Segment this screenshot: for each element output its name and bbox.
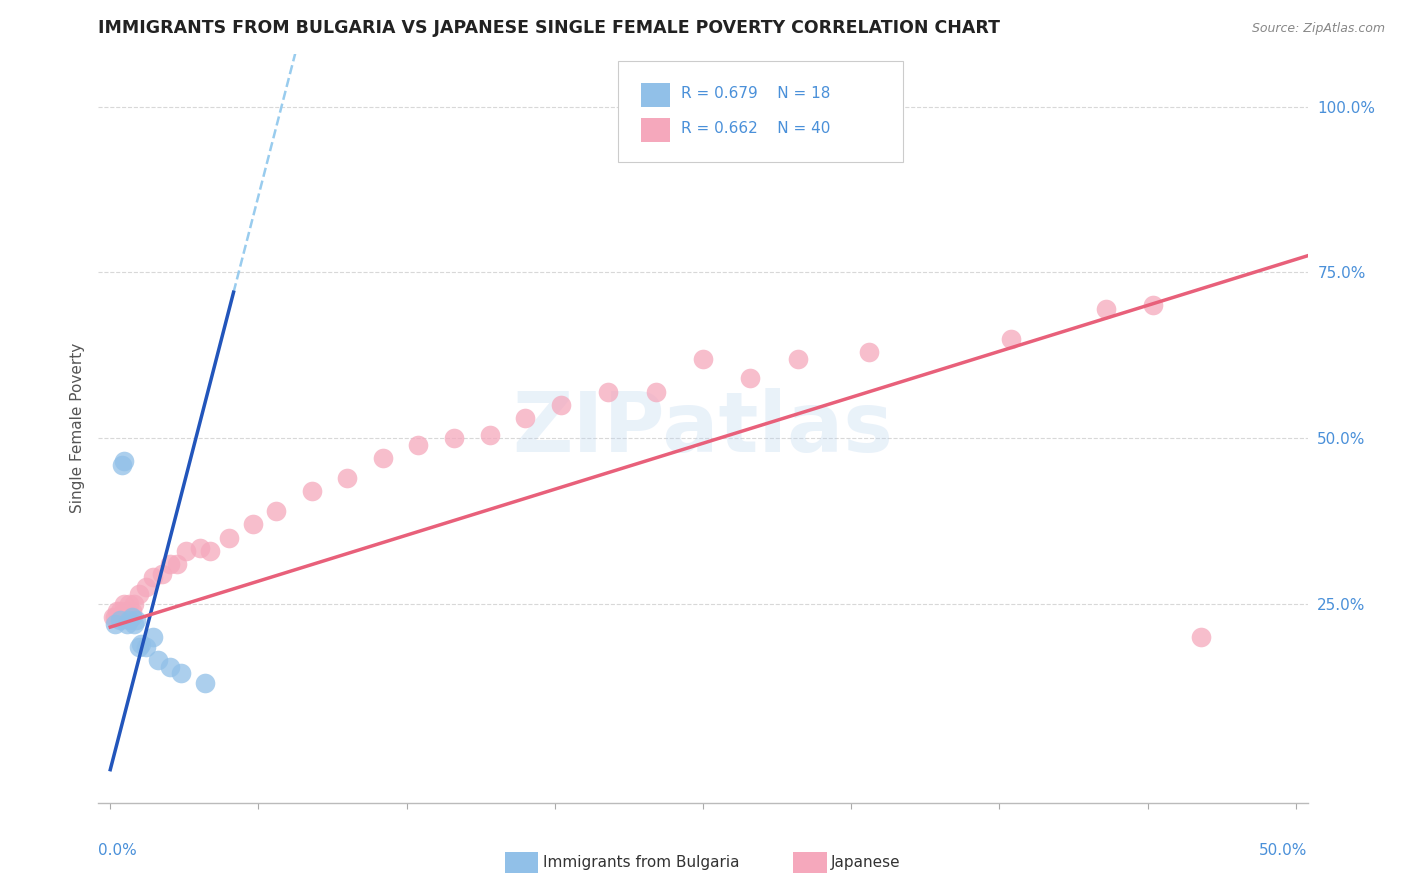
Point: [371, 450, 394, 465]
Point: [135, 640, 157, 654]
Point: [115, 616, 138, 631]
Text: R = 0.662    N = 40: R = 0.662 N = 40: [682, 121, 831, 136]
Point: [515, 411, 537, 425]
Point: [598, 384, 620, 399]
Point: [198, 544, 221, 558]
Point: [125, 614, 148, 628]
Point: [159, 557, 181, 571]
Point: [142, 630, 165, 644]
Point: [118, 614, 141, 628]
Point: [129, 637, 152, 651]
Point: [166, 557, 188, 571]
Point: [264, 504, 287, 518]
Point: [408, 438, 430, 452]
Text: R = 0.679    N = 18: R = 0.679 N = 18: [682, 86, 831, 101]
Point: [644, 384, 666, 399]
Point: [1189, 630, 1212, 644]
Point: [1000, 332, 1022, 346]
FancyBboxPatch shape: [641, 83, 671, 107]
Point: [740, 371, 762, 385]
Text: Source: ZipAtlas.com: Source: ZipAtlas.com: [1251, 22, 1385, 36]
Point: [170, 666, 193, 681]
Point: [301, 484, 323, 499]
Point: [115, 603, 138, 617]
Point: [105, 603, 128, 617]
Point: [242, 517, 264, 532]
Point: [152, 567, 174, 582]
FancyBboxPatch shape: [619, 61, 903, 162]
Point: [190, 541, 212, 555]
Point: [692, 351, 714, 366]
Point: [121, 603, 143, 617]
Point: [194, 676, 217, 690]
Point: [114, 454, 136, 468]
Text: Japanese: Japanese: [831, 855, 901, 870]
Point: [122, 616, 145, 631]
Point: [114, 597, 136, 611]
Text: Immigrants from Bulgaria: Immigrants from Bulgaria: [543, 855, 740, 870]
Point: [122, 597, 145, 611]
Point: [146, 653, 169, 667]
Point: [121, 610, 143, 624]
Point: [692, 112, 714, 127]
Point: [159, 660, 181, 674]
Point: [218, 531, 240, 545]
Point: [786, 351, 808, 366]
Point: [118, 597, 141, 611]
Point: [550, 398, 572, 412]
Point: [108, 614, 131, 628]
Text: 50.0%: 50.0%: [1260, 843, 1308, 858]
Point: [135, 580, 157, 594]
Point: [1142, 298, 1164, 312]
Point: [336, 471, 359, 485]
Point: [478, 427, 501, 442]
Y-axis label: Single Female Poverty: Single Female Poverty: [69, 343, 84, 513]
Point: [128, 640, 150, 654]
Point: [1095, 301, 1118, 316]
Text: IMMIGRANTS FROM BULGARIA VS JAPANESE SINGLE FEMALE POVERTY CORRELATION CHART: IMMIGRANTS FROM BULGARIA VS JAPANESE SIN…: [98, 19, 1001, 37]
Point: [111, 458, 134, 472]
Text: 0.0%: 0.0%: [98, 843, 138, 858]
Text: ZIPatlas: ZIPatlas: [513, 388, 893, 468]
Point: [111, 607, 134, 621]
Point: [858, 345, 880, 359]
Point: [128, 587, 150, 601]
Point: [142, 570, 165, 584]
Point: [101, 610, 124, 624]
Point: [443, 431, 465, 445]
Point: [104, 610, 127, 624]
FancyBboxPatch shape: [641, 118, 671, 142]
Point: [174, 544, 197, 558]
Point: [104, 616, 127, 631]
Point: [108, 603, 131, 617]
